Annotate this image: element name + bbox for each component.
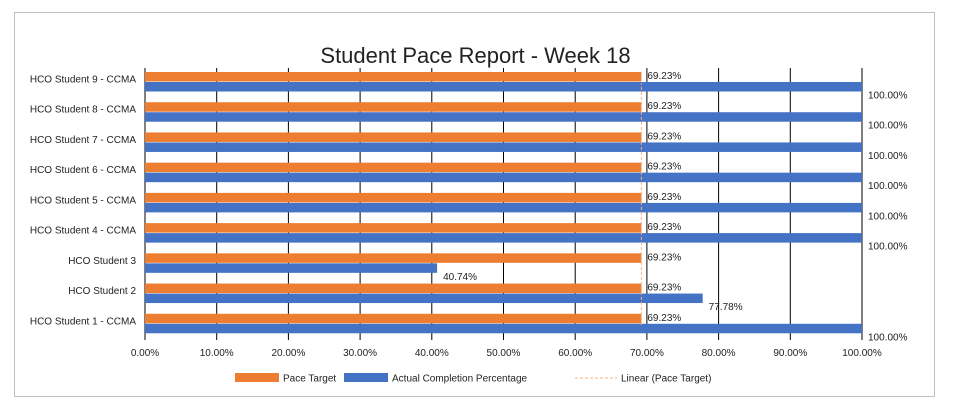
bar-pace-target — [145, 72, 642, 82]
category-label: HCO Student 8 - CCMA — [30, 105, 136, 116]
bar-pace-target — [145, 102, 642, 112]
data-label-pace-target: 69.23% — [647, 101, 681, 112]
x-tick-label: 30.00% — [343, 348, 377, 359]
bar-actual-completion — [145, 233, 862, 243]
bar-pace-target — [145, 283, 642, 294]
category-label: HCO Student 5 - CCMA — [30, 195, 136, 206]
bar-actual-completion — [145, 293, 703, 304]
chart-title: Student Pace Report - Week 18 — [320, 43, 631, 68]
bar-actual-completion — [145, 202, 862, 213]
x-tick-label: 100.00% — [842, 348, 882, 359]
legend-label-trendline: Linear (Pace Target) — [621, 374, 711, 385]
data-label-pace-target: 69.23% — [647, 162, 681, 173]
category-label: HCO Student 4 - CCMA — [30, 226, 136, 237]
x-tick-label: 40.00% — [415, 348, 449, 359]
category-label: HCO Student 2 — [68, 286, 136, 297]
data-label-actual-completion: 40.74% — [443, 272, 477, 283]
x-tick-label: 20.00% — [271, 348, 305, 359]
category-label: HCO Student 1 - CCMA — [30, 316, 136, 327]
legend-swatch-pace-target — [235, 373, 279, 382]
category-label: HCO Student 6 - CCMA — [30, 165, 136, 176]
data-label-actual-completion: 100.00% — [868, 211, 908, 222]
bar-actual-completion — [145, 323, 862, 334]
x-tick-label: 70.00% — [630, 348, 664, 359]
data-label-actual-completion: 100.00% — [868, 332, 908, 343]
x-tick-label: 60.00% — [558, 348, 592, 359]
bar-pace-target — [145, 223, 642, 233]
data-label-actual-completion: 100.00% — [868, 181, 908, 192]
data-label-actual-completion: 100.00% — [868, 121, 908, 132]
data-label-pace-target: 69.23% — [647, 192, 681, 203]
x-tick-label: 10.00% — [200, 348, 234, 359]
data-label-actual-completion: 100.00% — [868, 91, 908, 102]
data-label-pace-target: 69.23% — [647, 252, 681, 263]
legend-swatch-actual-completion — [344, 373, 388, 382]
data-label-pace-target: 69.23% — [647, 222, 681, 233]
data-label-pace-target: 69.23% — [647, 313, 681, 324]
x-tick-label: 80.00% — [702, 348, 736, 359]
data-label-actual-completion: 77.78% — [709, 302, 743, 313]
data-label-pace-target: 69.23% — [647, 71, 681, 82]
x-tick-label: 50.00% — [487, 348, 521, 359]
bar-pace-target — [145, 162, 642, 173]
category-label: HCO Student 9 - CCMA — [30, 75, 136, 86]
data-label-pace-target: 69.23% — [647, 131, 681, 142]
bar-actual-completion — [145, 82, 862, 92]
legend-label-actual-completion: Actual Completion Percentage — [392, 374, 528, 385]
x-tick-label: 90.00% — [773, 348, 807, 359]
bar-pace-target — [145, 313, 642, 324]
data-label-actual-completion: 100.00% — [868, 242, 908, 253]
category-label: HCO Student 7 - CCMA — [30, 135, 136, 146]
category-label: HCO Student 3 — [68, 256, 136, 267]
data-label-pace-target: 69.23% — [647, 283, 681, 294]
bar-actual-completion — [145, 172, 862, 183]
bar-pace-target — [145, 253, 642, 263]
data-label-actual-completion: 100.00% — [868, 151, 908, 162]
bar-actual-completion — [145, 263, 438, 273]
legend-label-pace-target: Pace Target — [283, 374, 336, 385]
bar-pace-target — [145, 192, 642, 203]
bar-actual-completion — [145, 112, 862, 122]
bar-pace-target — [145, 132, 642, 142]
x-tick-label: 0.00% — [131, 348, 159, 359]
bar-actual-completion — [145, 142, 862, 152]
